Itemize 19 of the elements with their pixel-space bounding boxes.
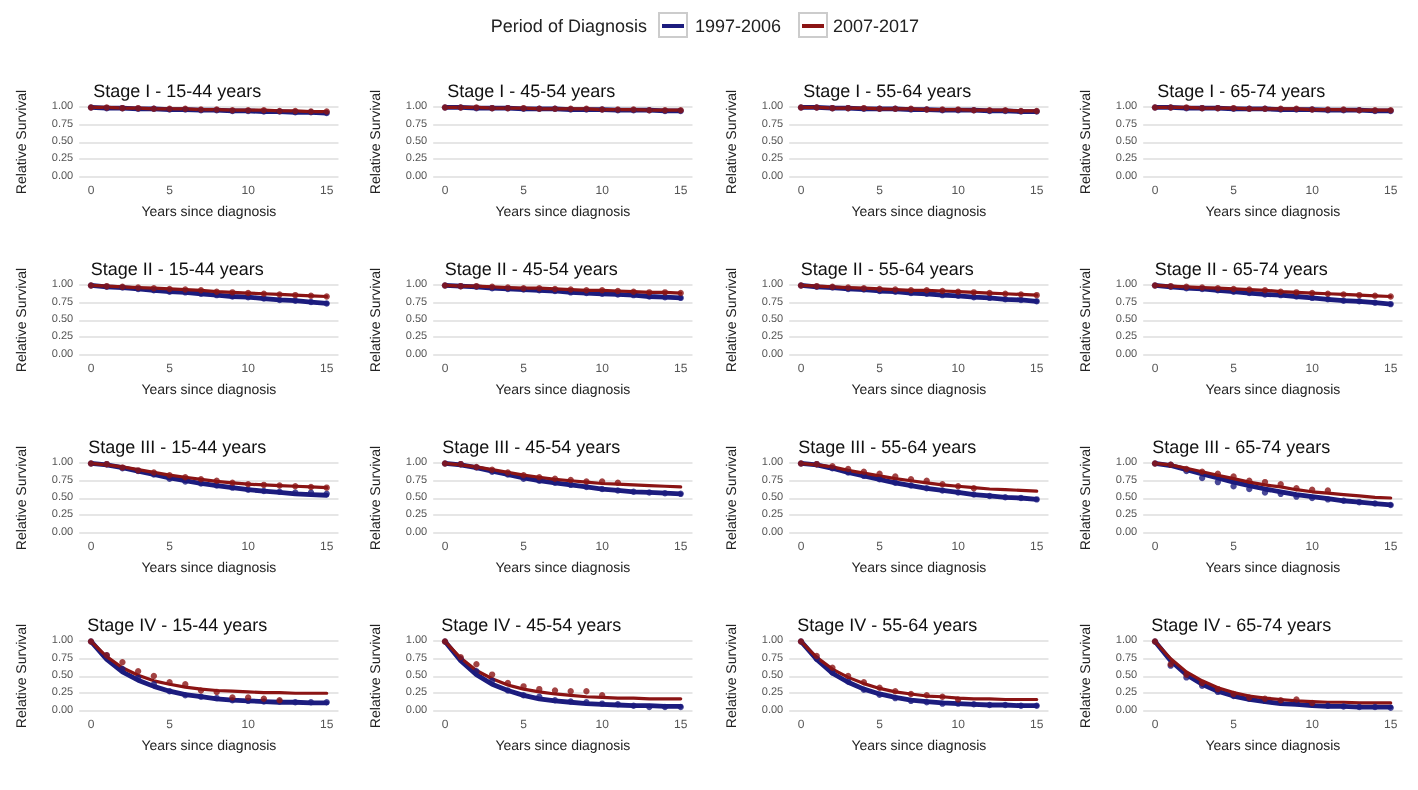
chart-title: Stage I - 55-64 years	[802, 81, 972, 101]
chart-title: Stage I - 45-54 years	[447, 81, 617, 101]
chart-title: Stage IV - 65-74 years	[1150, 615, 1332, 635]
chart-title: Stage IV - 45-54 years	[441, 615, 623, 635]
legend-title: Period of Diagnosis	[490, 15, 647, 35]
chart-title: Stage I - 15-44 years	[93, 81, 263, 101]
chart-title: Stage I - 65-74 years	[1156, 81, 1326, 101]
chart-title: Stage III - 45-54 years	[442, 437, 622, 457]
chart-title: Stage III - 55-64 years	[797, 437, 977, 457]
legend-label: 1997-2006	[694, 15, 782, 35]
chart-title: Stage II - 65-74 years	[1154, 259, 1329, 279]
chart-title: Stage III - 65-74 years	[1151, 437, 1331, 457]
chart-title: Stage III - 15-44 years	[88, 437, 268, 457]
chart-title: Stage II - 45-54 years	[445, 259, 620, 279]
legend-label: 2007-2017	[833, 15, 920, 35]
chart-title: Stage II - 55-64 years	[799, 259, 974, 279]
chart-title: Stage IV - 55-64 years	[796, 615, 978, 635]
chart-title: Stage IV - 15-44 years	[87, 615, 269, 635]
chart-title: Stage II - 15-44 years	[90, 259, 265, 279]
